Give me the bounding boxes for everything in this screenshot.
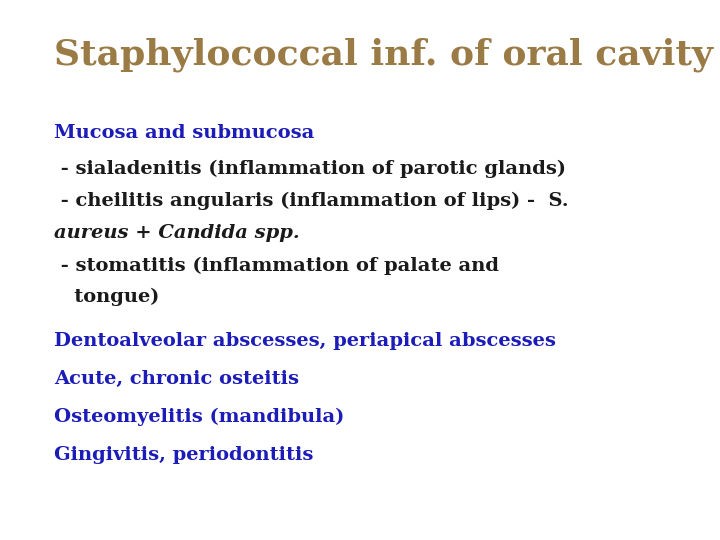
Text: aureus + Candida spp.: aureus + Candida spp. [54,224,300,242]
Text: - stomatitis (inflammation of palate and: - stomatitis (inflammation of palate and [54,256,499,275]
Text: Dentoalveolar abscesses, periapical abscesses: Dentoalveolar abscesses, periapical absc… [54,332,556,350]
Text: Osteomyelitis (mandibula): Osteomyelitis (mandibula) [54,408,344,426]
Text: Mucosa and submucosa: Mucosa and submucosa [54,124,315,142]
Text: - sialadenitis (inflammation of parotic glands): - sialadenitis (inflammation of parotic … [54,159,566,178]
Text: Acute, chronic osteitis: Acute, chronic osteitis [54,370,299,388]
Text: - cheilitis angularis (inflammation of lips) -  S.: - cheilitis angularis (inflammation of l… [54,192,569,210]
Text: tongue): tongue) [54,287,159,306]
Text: Gingivitis, periodontitis: Gingivitis, periodontitis [54,446,313,463]
Text: Staphylococcal inf. of oral cavity: Staphylococcal inf. of oral cavity [54,38,713,72]
